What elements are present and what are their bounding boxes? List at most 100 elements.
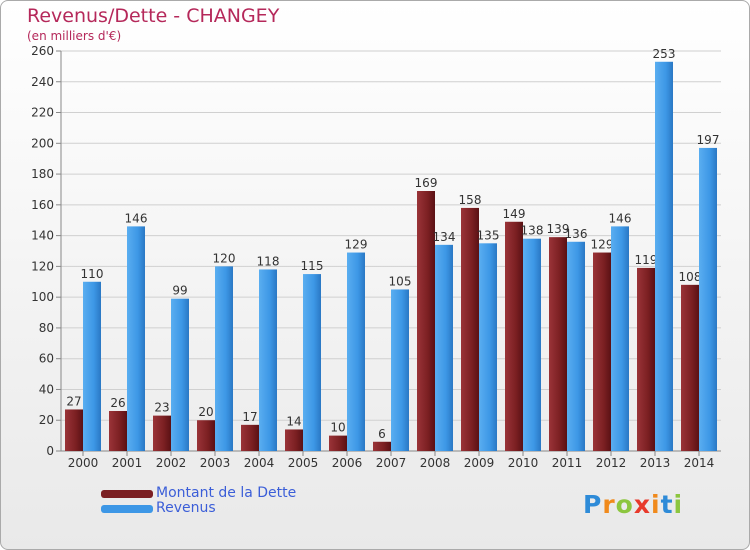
- bar-revenue: [523, 238, 541, 451]
- logo-letter: i: [673, 490, 684, 519]
- bar-revenue: [655, 61, 673, 452]
- logo-letter: r: [602, 490, 616, 519]
- bar-debt: [681, 284, 699, 451]
- data-label-revenue: 197: [697, 133, 720, 147]
- x-tick-label: 2007: [376, 456, 407, 470]
- bar-revenue: [215, 266, 233, 451]
- y-tick-label: 160: [31, 198, 54, 212]
- x-tick-label: 2006: [332, 456, 363, 470]
- data-label-revenue: 138: [521, 224, 544, 238]
- data-label-revenue: 99: [172, 284, 187, 298]
- x-tick-label: 2014: [684, 456, 715, 470]
- bar-revenue: [83, 281, 101, 451]
- data-label-debt: 17: [242, 410, 257, 424]
- data-label-debt: 108: [679, 270, 702, 284]
- data-label-revenue: 146: [609, 211, 632, 225]
- bar-debt: [505, 221, 523, 451]
- data-label-debt: 14: [286, 414, 301, 428]
- data-label-debt: 20: [198, 405, 213, 419]
- bar-debt: [373, 441, 391, 451]
- logo-letter: P: [583, 490, 603, 519]
- bar-revenue: [611, 226, 629, 451]
- bar-revenue: [699, 147, 717, 451]
- data-label-debt: 27: [66, 394, 81, 408]
- bar-debt: [417, 191, 435, 451]
- bar-revenue: [435, 244, 453, 451]
- x-tick-label: 2002: [156, 456, 187, 470]
- bar-revenue: [259, 269, 277, 451]
- x-tick-label: 2001: [112, 456, 143, 470]
- bar-debt: [65, 409, 83, 451]
- y-tick-label: 80: [39, 321, 54, 335]
- y-tick-label: 100: [31, 290, 54, 304]
- data-label-debt: 119: [635, 253, 658, 267]
- x-tick-label: 2009: [464, 456, 495, 470]
- bar-debt: [549, 237, 567, 451]
- bar-debt: [461, 207, 479, 451]
- bar-revenue: [479, 243, 497, 451]
- data-label-revenue: 135: [477, 228, 500, 242]
- data-label-revenue: 134: [433, 230, 456, 244]
- bar-revenue: [391, 289, 409, 451]
- y-tick-label: 120: [31, 259, 54, 273]
- data-label-revenue: 120: [213, 251, 236, 265]
- data-label-debt: 23: [154, 401, 169, 415]
- data-label-debt: 169: [415, 176, 438, 190]
- logo-letter: x: [633, 490, 651, 519]
- data-label-debt: 26: [110, 396, 125, 410]
- bar-debt: [153, 415, 171, 451]
- bar-debt: [109, 411, 127, 451]
- y-tick-label: 260: [31, 44, 54, 58]
- data-label-debt: 149: [503, 207, 526, 221]
- legend-swatch-revenue: [101, 505, 153, 513]
- x-tick-label: 2005: [288, 456, 319, 470]
- bar-revenue: [127, 226, 145, 451]
- data-label-revenue: 118: [257, 254, 280, 268]
- x-tick-label: 2003: [200, 456, 231, 470]
- bar-debt: [329, 435, 347, 451]
- y-tick-label: 60: [39, 352, 54, 366]
- bar-debt: [593, 252, 611, 451]
- data-label-debt: 10: [330, 421, 345, 435]
- y-tick-label: 20: [39, 413, 54, 427]
- data-label-revenue: 253: [653, 47, 676, 61]
- y-tick-label: 200: [31, 136, 54, 150]
- data-label-debt: 6: [378, 427, 386, 441]
- data-label-debt: 158: [459, 193, 482, 207]
- y-tick-label: 0: [46, 444, 54, 458]
- x-tick-label: 2013: [640, 456, 671, 470]
- x-tick-label: 2008: [420, 456, 451, 470]
- legend-label-revenue: Revenus: [156, 500, 216, 516]
- bar-revenue: [567, 241, 585, 451]
- chart-title: Revenus/Dette - CHANGEY: [27, 5, 280, 27]
- x-tick-label: 2000: [68, 456, 99, 470]
- x-tick-label: 2011: [552, 456, 583, 470]
- y-tick-label: 140: [31, 229, 54, 243]
- data-label-debt: 139: [547, 222, 570, 236]
- logo-letter: o: [615, 490, 634, 519]
- bar-debt: [241, 424, 259, 451]
- bar-revenue: [303, 274, 321, 451]
- proxiti-logo: Proxiti: [583, 490, 683, 519]
- bar-debt: [285, 429, 303, 451]
- legend-swatch-debt: [101, 490, 153, 498]
- data-label-revenue: 146: [125, 211, 148, 225]
- bar-revenue: [171, 298, 189, 451]
- x-tick-label: 2010: [508, 456, 539, 470]
- bar-debt: [197, 420, 215, 451]
- logo-letter: i: [651, 490, 661, 519]
- logo-letter: t: [660, 490, 674, 519]
- data-label-revenue: 110: [81, 267, 104, 281]
- data-label-debt: 129: [591, 238, 614, 252]
- x-tick-label: 2004: [244, 456, 275, 470]
- chart-subtitle: (en milliers d'€): [27, 29, 122, 43]
- data-label-revenue: 136: [565, 227, 588, 241]
- y-tick-label: 180: [31, 167, 54, 181]
- x-tick-label: 2012: [596, 456, 627, 470]
- bar-debt: [637, 267, 655, 451]
- data-label-revenue: 129: [345, 238, 368, 252]
- y-tick-label: 220: [31, 106, 54, 120]
- data-label-revenue: 105: [389, 274, 412, 288]
